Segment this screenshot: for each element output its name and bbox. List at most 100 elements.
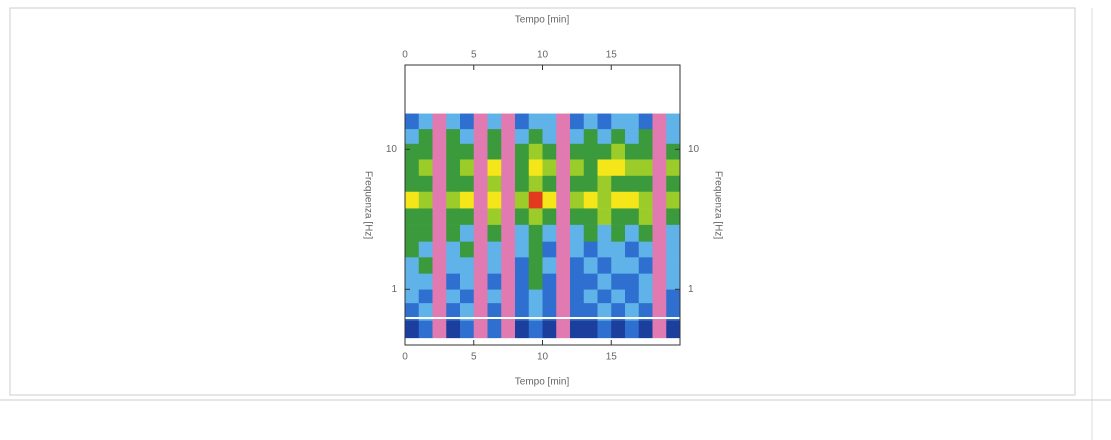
cell bbox=[570, 175, 585, 192]
cell bbox=[446, 302, 461, 321]
missing-cell bbox=[432, 241, 447, 258]
missing-cell bbox=[432, 159, 447, 176]
cell bbox=[625, 175, 640, 192]
cell bbox=[597, 320, 612, 339]
cell bbox=[460, 128, 475, 144]
cell bbox=[597, 289, 612, 304]
cell bbox=[583, 113, 598, 130]
cell bbox=[666, 320, 681, 339]
cell bbox=[542, 241, 557, 258]
missing-cell bbox=[652, 143, 667, 160]
cell bbox=[487, 143, 502, 160]
cell bbox=[515, 302, 530, 321]
cell bbox=[487, 320, 502, 339]
cell bbox=[418, 273, 433, 290]
cell bbox=[583, 273, 598, 290]
missing-cell bbox=[556, 128, 571, 144]
heatmap bbox=[405, 113, 681, 339]
cell bbox=[570, 289, 585, 304]
cell bbox=[487, 289, 502, 304]
cell bbox=[583, 320, 598, 339]
missing-cell bbox=[652, 113, 667, 130]
cell bbox=[542, 208, 557, 225]
cell bbox=[446, 257, 461, 274]
cell bbox=[446, 159, 461, 176]
y-tick-label-left: 10 bbox=[386, 144, 398, 155]
cell bbox=[418, 257, 433, 274]
missing-cell bbox=[473, 289, 488, 304]
y-tick-label-right: 10 bbox=[688, 144, 700, 155]
missing-cell bbox=[432, 257, 447, 274]
missing-cell bbox=[652, 159, 667, 176]
missing-cell bbox=[556, 320, 571, 339]
cell bbox=[487, 208, 502, 225]
cell bbox=[666, 128, 681, 144]
cell bbox=[611, 191, 626, 209]
missing-cell bbox=[501, 208, 516, 225]
cell bbox=[515, 143, 530, 160]
cell bbox=[405, 241, 420, 258]
missing-cell bbox=[652, 241, 667, 258]
cell bbox=[570, 241, 585, 258]
cell bbox=[638, 241, 653, 258]
cell bbox=[487, 128, 502, 144]
cell bbox=[611, 241, 626, 258]
cell bbox=[460, 320, 475, 339]
x-tick-label-bottom: 0 bbox=[402, 352, 408, 363]
cell bbox=[405, 175, 420, 192]
cell bbox=[405, 224, 420, 242]
cell bbox=[487, 241, 502, 258]
cell bbox=[528, 191, 543, 209]
cell bbox=[570, 128, 585, 144]
cell bbox=[528, 273, 543, 290]
cell bbox=[625, 191, 640, 209]
x-tick-label-top: 0 bbox=[402, 50, 408, 61]
cell bbox=[638, 224, 653, 242]
cell bbox=[487, 257, 502, 274]
cell bbox=[597, 224, 612, 242]
missing-cell bbox=[556, 143, 571, 160]
cell bbox=[542, 113, 557, 130]
cell bbox=[405, 289, 420, 304]
cell bbox=[515, 113, 530, 130]
cell bbox=[515, 320, 530, 339]
cell bbox=[418, 320, 433, 339]
cell bbox=[418, 113, 433, 130]
missing-cell bbox=[556, 175, 571, 192]
cell bbox=[446, 273, 461, 290]
missing-cell bbox=[432, 208, 447, 225]
x-tick-label-top: 5 bbox=[471, 50, 477, 61]
missing-cell bbox=[652, 257, 667, 274]
cell bbox=[460, 273, 475, 290]
cell bbox=[515, 175, 530, 192]
cell bbox=[666, 273, 681, 290]
cell bbox=[405, 128, 420, 144]
cell bbox=[515, 257, 530, 274]
y-tick-label-right: 1 bbox=[688, 284, 694, 295]
cell bbox=[515, 191, 530, 209]
cell bbox=[446, 208, 461, 225]
cell bbox=[418, 241, 433, 258]
cell bbox=[597, 143, 612, 160]
cell bbox=[611, 128, 626, 144]
missing-cell bbox=[473, 224, 488, 242]
cell bbox=[418, 224, 433, 242]
cell bbox=[570, 273, 585, 290]
cell bbox=[625, 224, 640, 242]
cell bbox=[597, 241, 612, 258]
cell bbox=[405, 302, 420, 321]
cell bbox=[666, 224, 681, 242]
missing-cell bbox=[432, 289, 447, 304]
missing-cell bbox=[501, 302, 516, 321]
cell bbox=[625, 128, 640, 144]
missing-cell bbox=[473, 128, 488, 144]
missing-cell bbox=[652, 289, 667, 304]
missing-cell bbox=[432, 320, 447, 339]
cell bbox=[583, 289, 598, 304]
cell bbox=[666, 113, 681, 130]
cell bbox=[611, 273, 626, 290]
cell bbox=[638, 257, 653, 274]
missing-cell bbox=[432, 143, 447, 160]
missing-cell bbox=[556, 241, 571, 258]
